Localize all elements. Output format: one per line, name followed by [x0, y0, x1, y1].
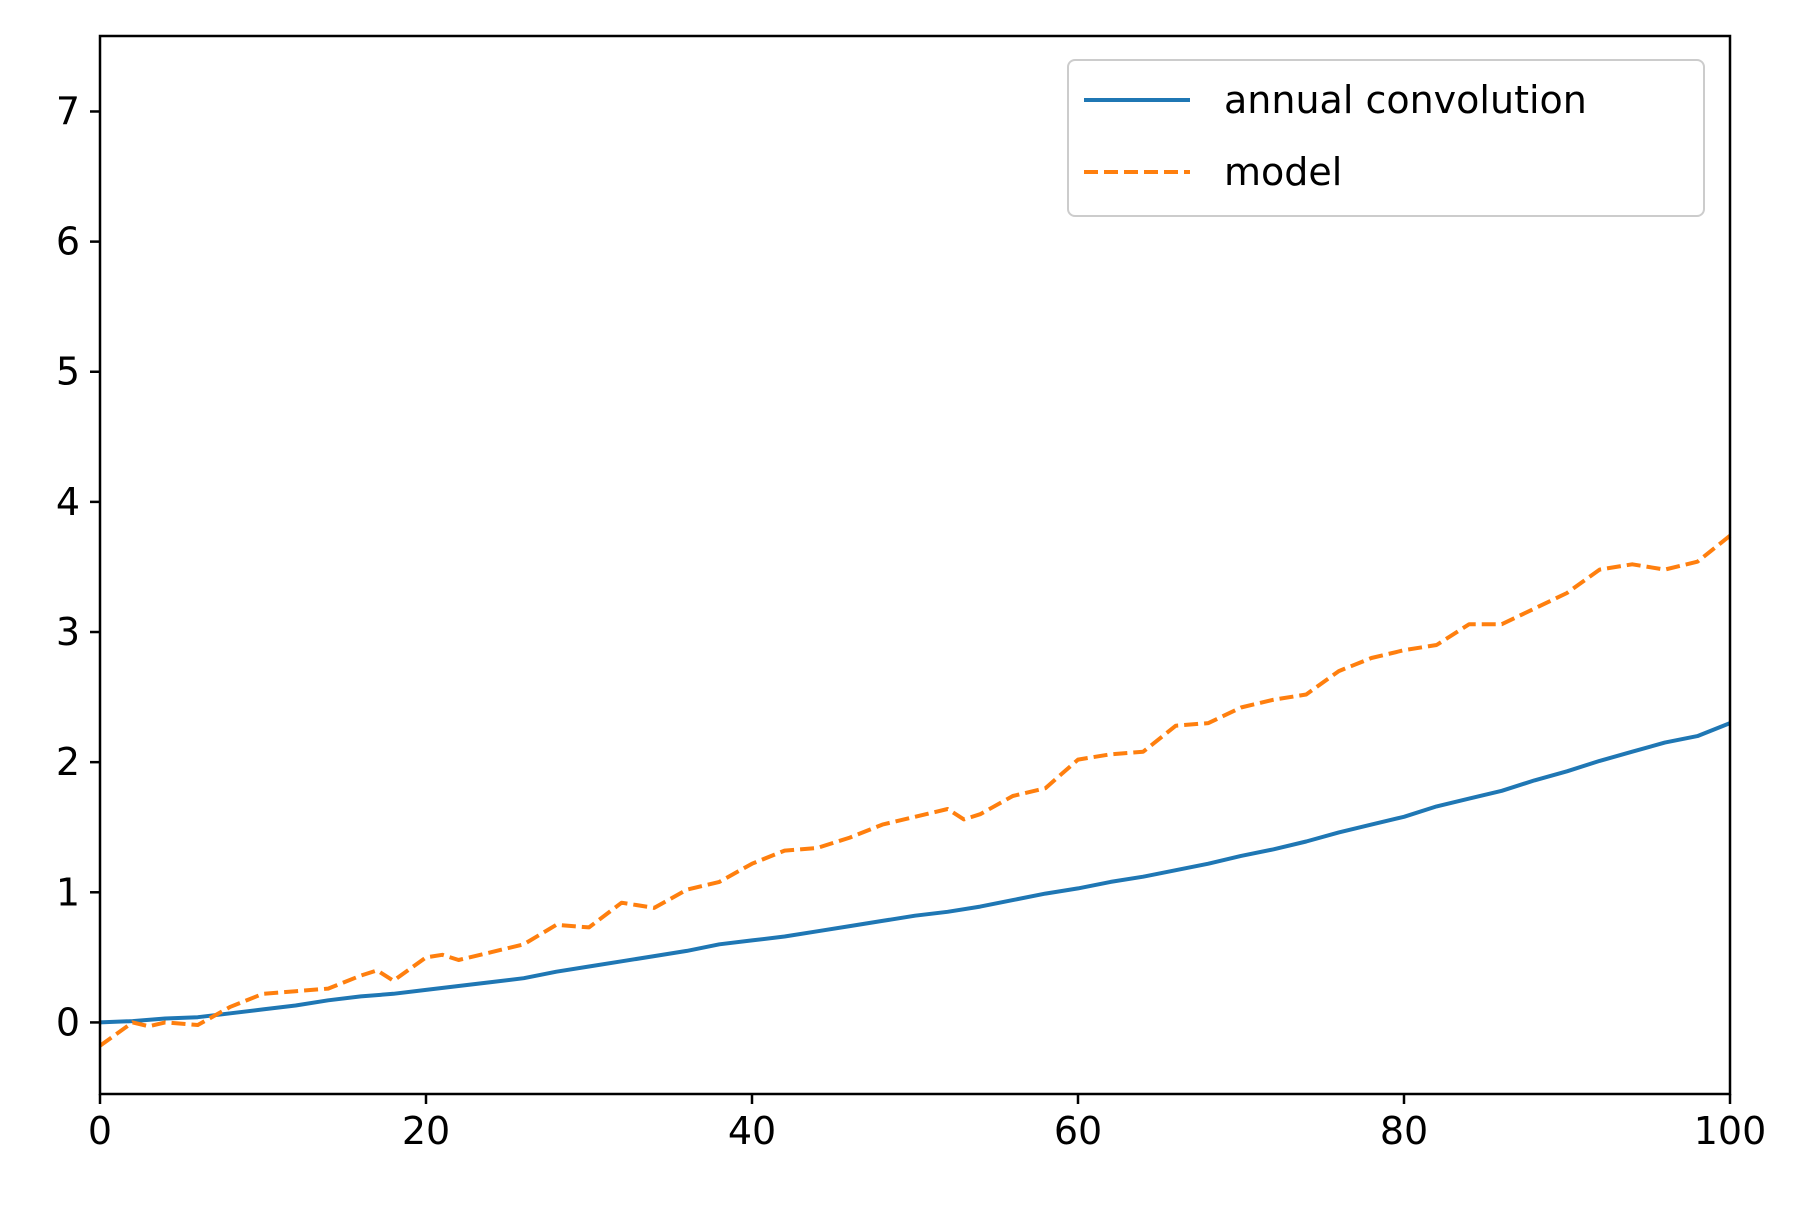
y-tick-label: 2 — [56, 740, 80, 784]
x-tick-label: 100 — [1694, 1109, 1767, 1153]
y-tick-label: 3 — [56, 610, 80, 654]
y-tick-label: 7 — [56, 89, 80, 133]
plot-frame — [98, 34, 1732, 1096]
series-layer — [98, 534, 1732, 1048]
y-tick-label: 1 — [56, 870, 80, 914]
y-tick-label: 6 — [56, 220, 80, 264]
legend-box — [1067, 59, 1705, 217]
y-axis: 0 1 2 3 4 5 6 7 — [56, 89, 100, 1044]
x-tick-label: 60 — [1054, 1109, 1102, 1153]
y-tick-label: 5 — [56, 350, 80, 394]
legend-label-model: model — [1224, 150, 1342, 194]
y-tick-label: 4 — [56, 480, 80, 524]
series-line-annual-convolution — [99, 721, 1731, 1025]
x-tick-label: 0 — [88, 1109, 112, 1153]
x-axis: 0 20 40 60 80 100 — [88, 1094, 1766, 1153]
x-tick-label: 40 — [728, 1109, 776, 1153]
legend: annual convolution model — [1067, 59, 1705, 217]
legend-label-annual-convolution: annual convolution — [1224, 78, 1587, 122]
x-tick-label: 80 — [1380, 1109, 1428, 1153]
series-line-model — [98, 534, 1732, 1048]
x-tick-label: 20 — [402, 1109, 450, 1153]
y-tick-label: 0 — [56, 1000, 80, 1044]
